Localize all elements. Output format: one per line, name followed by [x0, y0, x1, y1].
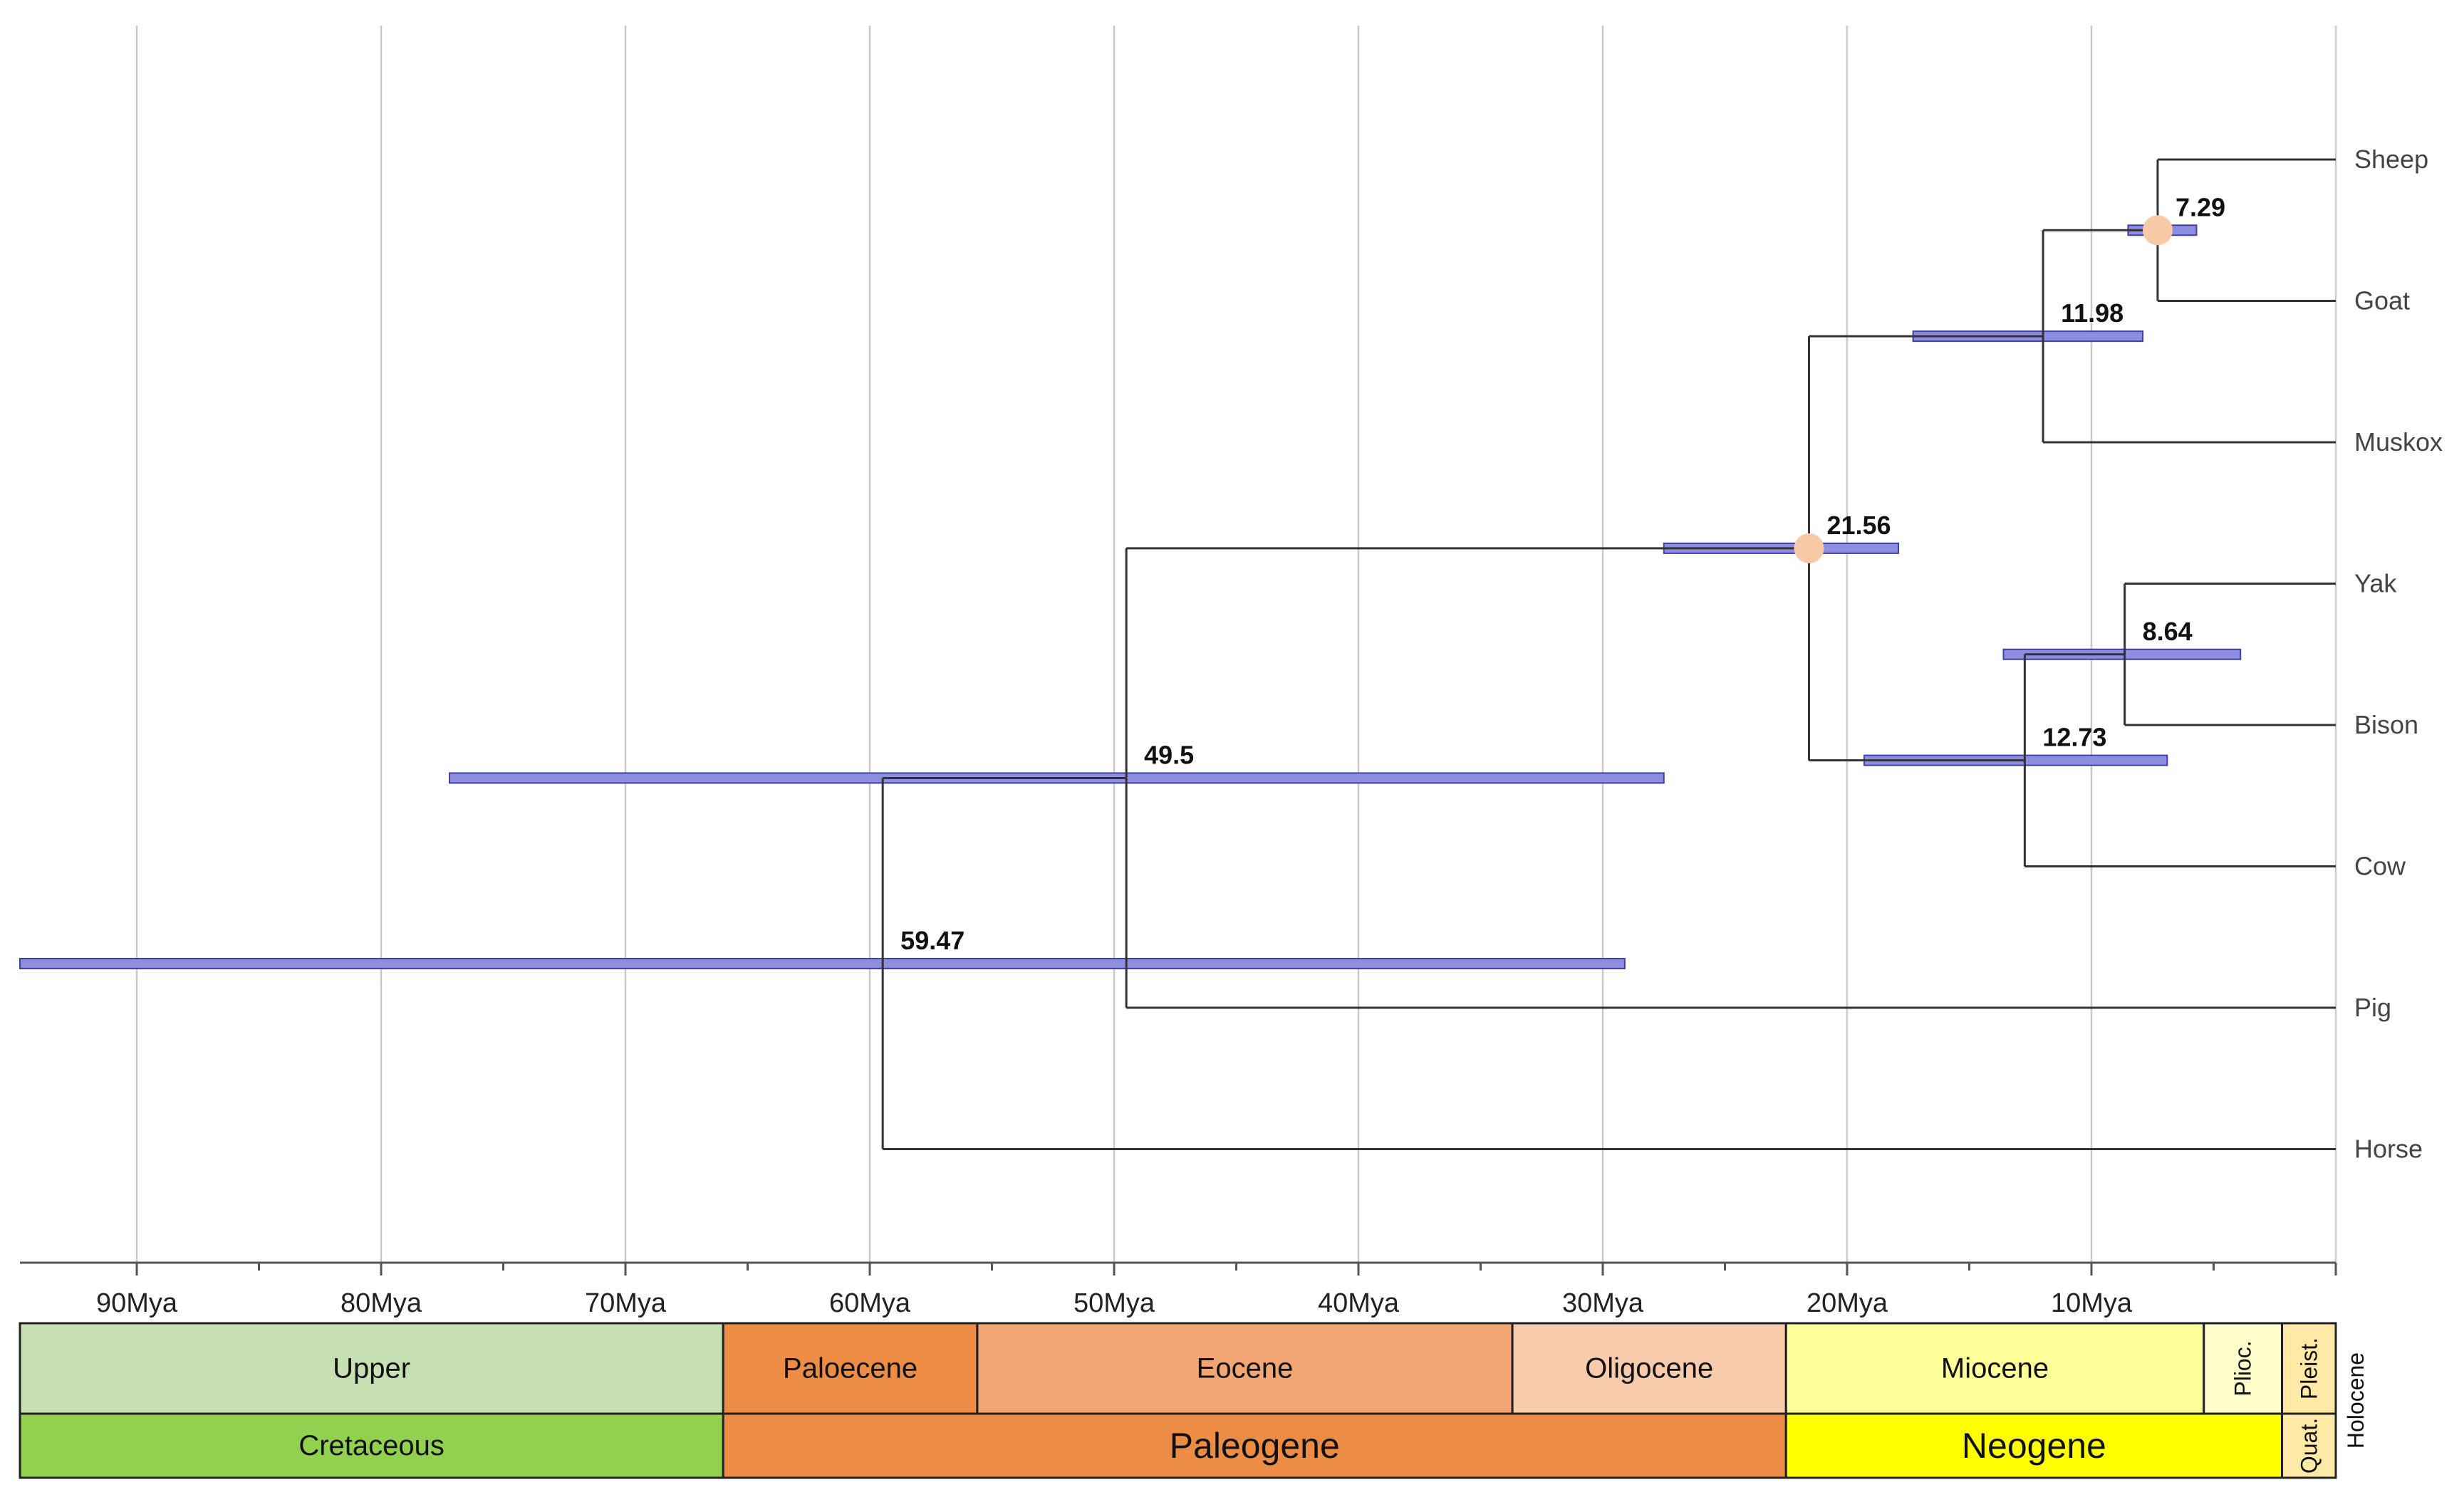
- axis-tick-label-50: 50Mya: [1074, 1288, 1155, 1318]
- taxon-label-horse: Horse: [2354, 1135, 2423, 1164]
- epoch-label-paloecene: Paloecene: [783, 1353, 917, 1384]
- axis-tick-label-70: 70Mya: [585, 1288, 667, 1318]
- taxon-label-goat: Goat: [2354, 286, 2410, 315]
- epoch-upper: [19, 1322, 724, 1415]
- period-cretaceous: [19, 1412, 724, 1479]
- period-neogene: [1784, 1412, 2284, 1479]
- node-age-label-49.5: 49.5: [1144, 740, 1194, 769]
- node-age-label-11.98: 11.98: [2061, 298, 2123, 328]
- taxon-label-muskox: Muskox: [2354, 427, 2443, 457]
- axis-tick-label-30: 30Mya: [1562, 1288, 1644, 1318]
- calibration-point-21.56: [1794, 533, 1824, 563]
- epoch-label-holocene: Holocene: [2343, 1352, 2369, 1449]
- calibration-point-7.29: [2142, 215, 2173, 246]
- period-label-neogene: Neogene: [1962, 1426, 2106, 1466]
- taxon-label-bison: Bison: [2354, 710, 2418, 739]
- node-age-label-7.29: 7.29: [2176, 192, 2225, 221]
- epoch-paloecene: [722, 1322, 979, 1415]
- period-label-quat: Quat.: [2296, 1418, 2322, 1473]
- epoch-label-pleist: Pleist.: [2296, 1337, 2322, 1399]
- epoch-pleist: [2281, 1322, 2337, 1415]
- node-layer: 59.47 49.5 21.56 11.98 7.29 12.73 8.64 Sheep Goa…: [900, 145, 2443, 1164]
- epoch-label-miocene: Miocene: [1941, 1353, 2049, 1384]
- grid-layer: [135, 26, 2337, 1263]
- geologic-timescale: Upper Paloecene Eocene Oligocene Miocene Plio…: [19, 1322, 2369, 1479]
- node-age-label-8.64: 8.64: [2143, 617, 2193, 646]
- axis-tick-label-80: 80Mya: [341, 1288, 422, 1318]
- axis-tick-label-20: 20Mya: [1807, 1288, 1888, 1318]
- taxon-label-yak: Yak: [2354, 569, 2397, 598]
- axis-tick-label-90: 90Mya: [96, 1288, 178, 1318]
- axis-tick-label-60: 60Mya: [829, 1288, 911, 1318]
- period-label-paleogene: Paleogene: [1170, 1426, 1340, 1466]
- epoch-label-eocene: Eocene: [1197, 1353, 1294, 1384]
- node-age-label-12.73: 12.73: [2042, 723, 2106, 752]
- branch-layer: [881, 158, 2336, 1150]
- taxon-label-sheep: Sheep: [2354, 145, 2428, 174]
- epoch-label-plioc: Plioc.: [2230, 1340, 2256, 1396]
- epoch-label-upper: Upper: [333, 1353, 410, 1384]
- epoch-oligocene: [1511, 1322, 1787, 1415]
- taxon-label-pig: Pig: [2354, 993, 2391, 1022]
- node-age-label-59.47: 59.47: [900, 926, 965, 955]
- epoch-label-oligocene: Oligocene: [1585, 1353, 1713, 1384]
- axis-tick-label-40: 40Mya: [1318, 1288, 1400, 1318]
- ci-bar-59.47: [19, 957, 1626, 969]
- node-age-label-21.56: 21.56: [1826, 511, 1891, 540]
- epoch-miocene: [1784, 1322, 2205, 1415]
- time-axis: 90Mya 80Mya 70Mya 60Mya 50Mya 40Mya 30Mya 20Mya…: [20, 1261, 2337, 1318]
- axis-tick-label-10: 10Mya: [2051, 1288, 2133, 1318]
- period-quat: [2281, 1412, 2337, 1479]
- period-label-cretaceous: Cretaceous: [298, 1430, 445, 1461]
- taxon-label-cow: Cow: [2354, 852, 2406, 881]
